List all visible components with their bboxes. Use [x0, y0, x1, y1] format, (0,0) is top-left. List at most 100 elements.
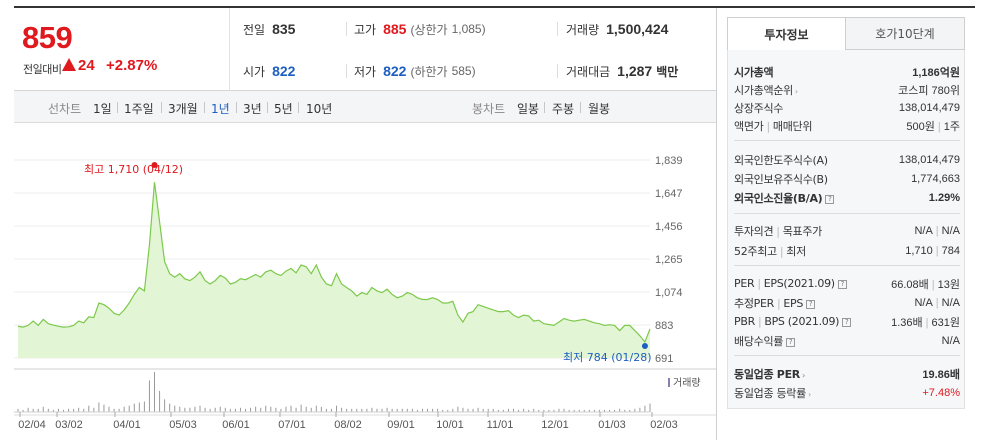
- week52-high-value: 1,710: [905, 244, 933, 257]
- divider: [557, 22, 558, 36]
- help-icon[interactable]: ?: [806, 299, 816, 309]
- help-icon[interactable]: ?: [842, 318, 852, 327]
- divider: [557, 64, 558, 78]
- help-icon[interactable]: ?: [786, 337, 796, 347]
- change-amount: 24: [78, 57, 95, 74]
- price-chart[interactable]: 1,839 1,647 1,456 1,265 1,074 883 691 최고 1,710 …: [14, 124, 716, 440]
- candle-weekly[interactable]: 주봉: [552, 102, 575, 116]
- x-tick-label: 10/01: [436, 419, 464, 431]
- dividend-value: N/A: [941, 334, 960, 347]
- high-value: 885: [383, 21, 407, 37]
- est-per-label: 추정PER: [734, 296, 774, 310]
- foreign-rate-label: 외국인소진율(B/A): [734, 191, 823, 205]
- opinion-row: 투자의견 | 목표주가 N/A | N/A: [734, 224, 960, 238]
- chart-toolbar: 선차트 1일 1주일 3개월 1년 3년 5년 10년 봉차트 일봉 주봉 월봉: [14, 91, 716, 123]
- info-tabs: 투자정보 호가10단계: [727, 17, 965, 50]
- sector-rate-label[interactable]: 동일업종 등락률: [734, 386, 806, 400]
- open-label: 시가: [243, 64, 266, 79]
- per-value: 66.08배: [891, 278, 929, 291]
- price-area-fill: [18, 182, 650, 358]
- eps-value: 13원: [937, 278, 960, 291]
- divider: [580, 102, 581, 113]
- period-3y[interactable]: 3년: [243, 102, 262, 116]
- prev-close-value: 835: [272, 21, 296, 37]
- market-cap-label: 시가총액: [734, 65, 774, 79]
- price-summary: 859 전일대비 24 +2.87%: [14, 8, 230, 91]
- est-per-row: 추정PER | EPS? N/A | N/A: [734, 296, 960, 310]
- x-tick-label: 11/01: [487, 419, 514, 431]
- foreign-rate-value: 1.29%: [928, 191, 960, 204]
- trade-value-cell: 거래대금 1,287 백만: [566, 50, 678, 92]
- x-tick-label: 06/01: [222, 419, 250, 431]
- upper-limit-value: 1,085): [451, 22, 486, 36]
- x-tick-label: 03/02: [55, 419, 83, 431]
- week52-low-value: 784: [941, 244, 960, 257]
- divider: [346, 64, 347, 78]
- upper-limit-label: (상한가: [410, 22, 448, 37]
- tab-order-book[interactable]: 호가10단계: [846, 17, 965, 50]
- open-cell: 시가 822: [243, 50, 295, 92]
- candle-daily[interactable]: 일봉: [517, 102, 540, 116]
- foreign-hold-row: 외국인보유주식수(B) 1,774,663: [734, 169, 960, 188]
- help-icon[interactable]: ?: [825, 194, 835, 204]
- per-row: PER | EPS(2021.09)? 66.08배 | 13원: [734, 277, 960, 291]
- per-label: PER: [734, 277, 755, 290]
- period-1d[interactable]: 1일: [93, 102, 112, 116]
- y-tick-label: 1,839: [655, 155, 683, 167]
- period-1y[interactable]: 1년: [211, 102, 230, 116]
- face-label: 액면가: [734, 119, 764, 133]
- high-marker: [151, 162, 158, 168]
- prev-close-cell: 전일 835: [243, 8, 295, 50]
- caret-right-icon: ›: [801, 370, 805, 380]
- help-icon[interactable]: ?: [837, 280, 847, 289]
- lower-limit-label: (하한가: [410, 64, 448, 79]
- sector-per-label[interactable]: 동일업종 PER: [734, 367, 800, 381]
- line-chart-label: 선차트: [48, 102, 82, 116]
- tab-invest-info[interactable]: 투자정보: [727, 17, 846, 50]
- volume-label: 거래량: [566, 22, 600, 37]
- pbr-row: PBR | BPS (2021.09)? 1.36배 | 631원: [734, 315, 960, 329]
- period-1w[interactable]: 1주일: [124, 102, 154, 116]
- foreign-limit-row: 외국인한도주식수(A) 138,014,479: [734, 150, 960, 169]
- est-eps-value: N/A: [941, 296, 960, 309]
- est-per-value: N/A: [914, 296, 933, 309]
- divider: [544, 102, 545, 113]
- opinion-value: N/A: [914, 224, 933, 237]
- period-5y[interactable]: 5년: [274, 102, 293, 116]
- high-cell: 고가 885 (상한가 1,085): [354, 8, 486, 50]
- target-label: 목표주가: [782, 224, 823, 238]
- x-tick-label: 07/01: [278, 419, 306, 431]
- divider: [204, 102, 205, 113]
- x-tick-label: 01/03: [598, 419, 626, 431]
- foreign-limit-value: 138,014,479: [898, 153, 960, 166]
- divider: [346, 22, 347, 36]
- x-tick-label: 05/03: [169, 419, 197, 431]
- trade-unit-value: 1주: [943, 120, 960, 133]
- low-label: 저가: [354, 64, 377, 79]
- up-triangle-icon: [62, 58, 76, 71]
- bps-label: BPS (2021.09): [764, 315, 840, 328]
- lower-limit-value: 585): [451, 64, 476, 78]
- price-line: [17, 182, 651, 344]
- shares-label: 상장주식수: [734, 101, 784, 115]
- market-cap-rank-row: 시가총액순위 › 코스피 780위: [734, 80, 960, 99]
- y-tick-label: 1,456: [655, 221, 683, 233]
- period-3m[interactable]: 3개월: [168, 102, 198, 116]
- sector-rate-value: +7.48%: [922, 386, 960, 399]
- trade-value-label: 거래대금: [566, 64, 611, 79]
- low-value: 822: [383, 63, 407, 79]
- period-10y[interactable]: 10년: [306, 102, 333, 116]
- candle-monthly[interactable]: 월봉: [588, 102, 611, 116]
- market-cap-row: 시가총액 1,186억원: [734, 62, 960, 81]
- high-label: 고가: [354, 22, 377, 37]
- sector-per-row: 동일업종 PER › 19.86배: [734, 364, 960, 383]
- caret-right-icon: ›: [807, 389, 811, 399]
- rank-label[interactable]: 시가총액순위: [734, 83, 793, 97]
- low-cell: 저가 822 (하한가 585): [354, 50, 476, 92]
- bps-value: 631원: [931, 316, 960, 329]
- high-annotation: 최고 1,710 (04/12): [84, 163, 183, 176]
- pbr-label: PBR: [734, 315, 755, 328]
- foreign-limit-label: 외국인한도주식수(A): [734, 153, 828, 167]
- change-label: 전일대비: [23, 63, 62, 76]
- divider: [236, 102, 237, 113]
